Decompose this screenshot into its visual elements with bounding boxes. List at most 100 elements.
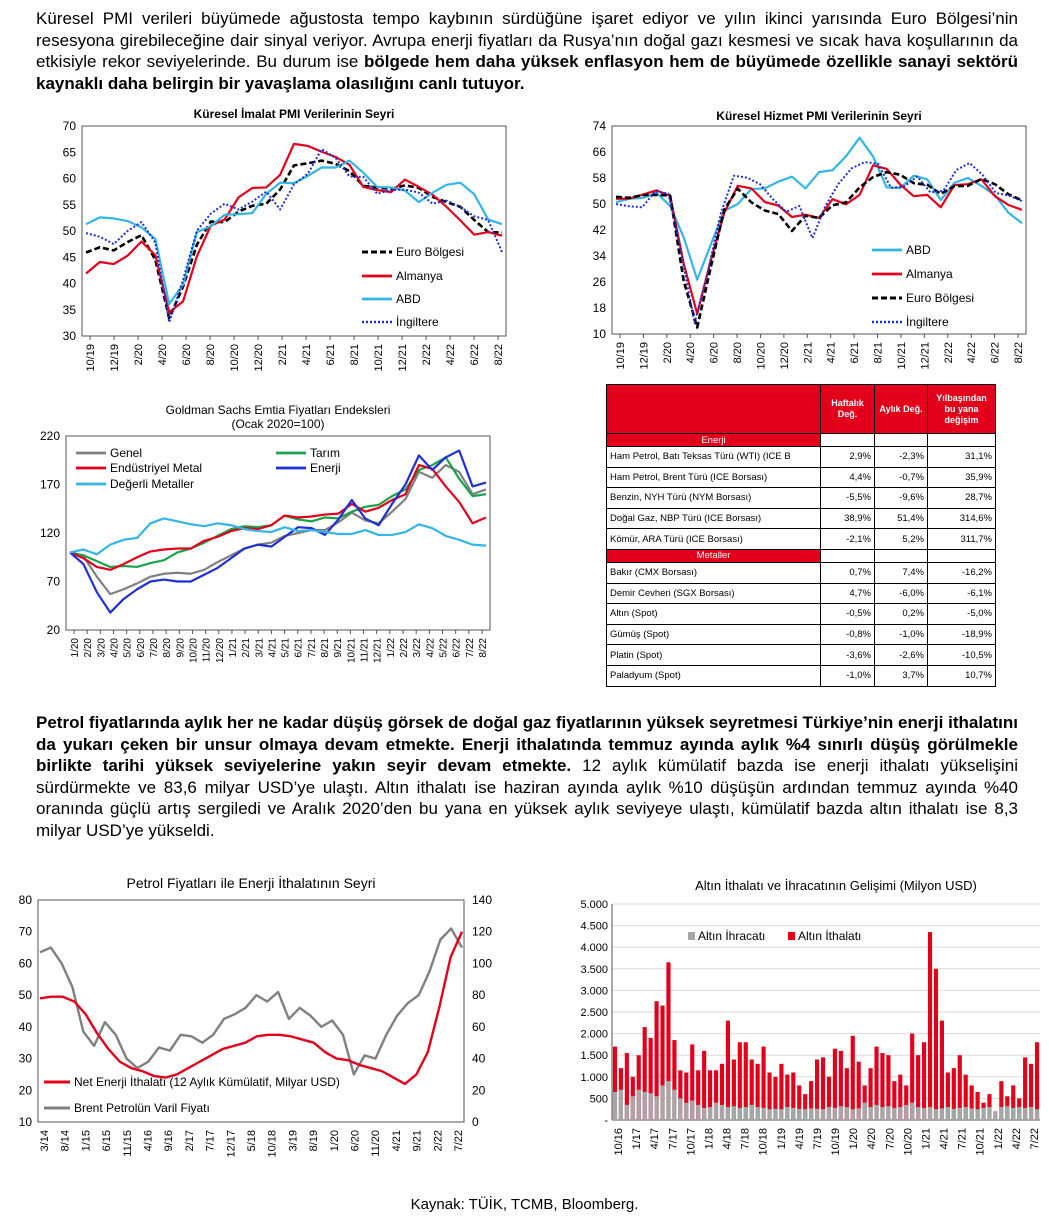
- y-tick-label: 500: [590, 1093, 608, 1105]
- bar-import: [826, 1076, 832, 1120]
- bar-export: [868, 1107, 873, 1120]
- table-cell-value: 10,7%: [927, 664, 996, 687]
- bar-import: [880, 1053, 885, 1120]
- bar-import: [916, 1055, 921, 1120]
- x-tick-label: 1/18: [703, 1128, 715, 1149]
- bar-export: [731, 1106, 736, 1120]
- x-tick-label: 8/20: [732, 342, 744, 363]
- table-cell-value: -16,2%: [927, 561, 996, 584]
- y-tick-label: 70: [47, 575, 61, 589]
- x-tick-label: 11/20: [370, 1130, 382, 1157]
- bar-export: [702, 1107, 707, 1120]
- y-tick-label-left: 20: [19, 1083, 33, 1097]
- bar-import: [939, 1020, 944, 1120]
- y-tick-label: 5.000: [580, 899, 608, 911]
- table-row-label: Demir Cevheri (SGX Borsası): [606, 582, 821, 605]
- y-tick-label-right: 0: [472, 1115, 479, 1129]
- y-tick-label: 34: [593, 249, 607, 263]
- y-tick-label: 3.500: [580, 964, 608, 976]
- table-cell-value: 51,4%: [874, 507, 928, 530]
- x-tick-label: 4/20: [157, 344, 169, 365]
- bar-export: [791, 1107, 796, 1120]
- x-tick-label: 2/17: [184, 1130, 196, 1151]
- bar-export: [886, 1106, 891, 1120]
- x-tick-label: 11/21: [360, 638, 371, 663]
- y-tick-label-left: 40: [19, 1020, 33, 1034]
- x-tick-label: 8/22: [493, 344, 505, 365]
- x-tick-label: 4/22: [425, 638, 436, 658]
- table-row-label: Bakır (CMX Borsası): [606, 561, 821, 584]
- x-tick-label: 5/20: [123, 638, 134, 658]
- x-tick-label: 6/20: [709, 342, 721, 363]
- bar-import: [856, 1061, 861, 1120]
- legend-label: ABD: [906, 243, 931, 257]
- x-tick-label: 10/17: [685, 1128, 697, 1156]
- chart-services-pmi: Küresel Hizmet PMI Verilerinin Seyri 74 66…: [560, 108, 1040, 388]
- x-tick-label: 7/20: [884, 1128, 896, 1149]
- bar-import: [898, 1074, 903, 1120]
- x-tick-label: 7/19: [812, 1128, 824, 1149]
- table-cell-value: -0,5%: [820, 603, 875, 625]
- x-tick-label: 9/16: [163, 1130, 175, 1151]
- x-tick-label: 8/21: [349, 344, 361, 365]
- table-row-label: Doğal Gaz, NBP Türü (ICE Borsası): [606, 507, 821, 530]
- bar-import: [654, 1001, 659, 1120]
- table-row: Altın (Spot) -0,5% 0,2% -5,0%: [606, 603, 996, 625]
- middle-text: 12 aylık kümülatif bazda ise enerji itha…: [36, 756, 1018, 840]
- bar-import: [892, 1081, 897, 1120]
- y-tick-label: 1.000: [580, 1072, 608, 1084]
- x-tick-label: 3/19: [287, 1130, 299, 1151]
- legend-label: Net Enerji İthalatı (12 Aylık Kümülatif,…: [74, 1075, 340, 1089]
- bar-export: [797, 1108, 802, 1120]
- x-tick-label: 7/18: [740, 1128, 752, 1149]
- bar-export: [785, 1107, 790, 1120]
- bar-export: [969, 1108, 974, 1120]
- chart-goldman-commodity: Goldman Sachs Emtia Fiyatları Endeksleri…: [28, 398, 498, 690]
- x-tick-label: 6/21: [849, 342, 861, 363]
- y-tick-label: 60: [63, 172, 77, 186]
- bar-import: [660, 1005, 665, 1120]
- table-row-label: Platin (Spot): [606, 644, 821, 666]
- table-row-label: Benzin, NYH Türü (NYM Borsası): [606, 487, 821, 509]
- x-tick-label: 12/19: [109, 344, 121, 372]
- legend-label: Euro Bölgesi: [396, 245, 464, 259]
- bar-import: [612, 1046, 618, 1120]
- chart-gold-trade: Altın İthalatı ve İhracatının Gelişimi (…: [570, 876, 1049, 1176]
- x-tick-label: 4/22: [966, 342, 978, 363]
- chart-oil-energy-imports: Petrol Fiyatları ile Enerji İthalatının …: [0, 872, 510, 1172]
- bar-import: [791, 1072, 796, 1120]
- x-tick-label: 2/22: [943, 342, 955, 363]
- table-section-label: Metaller: [606, 548, 821, 563]
- bar-import: [886, 1055, 891, 1120]
- bar-export: [696, 1104, 701, 1120]
- y-tick-label-right: 40: [472, 1052, 486, 1066]
- plot-frame: [611, 125, 1027, 335]
- bar-import: [951, 1068, 956, 1120]
- bar-export: [666, 1081, 671, 1120]
- x-tick-label: 8/20: [205, 344, 217, 365]
- x-tick-label: 10/21: [373, 344, 385, 372]
- bar-import: [785, 1074, 790, 1120]
- bar-export: [612, 1091, 618, 1120]
- chart-title: Küresel İmalat PMI Verilerinin Seyri: [194, 106, 395, 121]
- bar-export: [826, 1107, 832, 1120]
- x-tick-label: 6/21: [325, 344, 337, 365]
- x-tick-label: 2/20: [662, 342, 674, 363]
- bar-import: [797, 1085, 802, 1120]
- bar-export: [773, 1108, 778, 1120]
- bar-export: [708, 1107, 713, 1120]
- y-tick-label-right: 60: [472, 1020, 486, 1034]
- series-line-ABD: [85, 159, 503, 306]
- table-cell-value: 5,2%: [874, 528, 928, 550]
- bar-export: [904, 1104, 909, 1120]
- y-tick-label: 4.500: [580, 921, 608, 933]
- y-tick-label: 26: [593, 275, 607, 289]
- series-line-net-energy: [39, 931, 464, 1086]
- x-tick-label: 12/20: [779, 342, 791, 370]
- bar-import: [999, 1081, 1004, 1120]
- table-row: Paladyum (Spot) -1,0% 3,7% 10,7%: [606, 664, 996, 687]
- bar-export: [927, 1107, 933, 1120]
- x-tick-label: 4/17: [649, 1128, 661, 1149]
- bar-import: [862, 1085, 867, 1120]
- x-tick-label: 1/22: [386, 638, 397, 658]
